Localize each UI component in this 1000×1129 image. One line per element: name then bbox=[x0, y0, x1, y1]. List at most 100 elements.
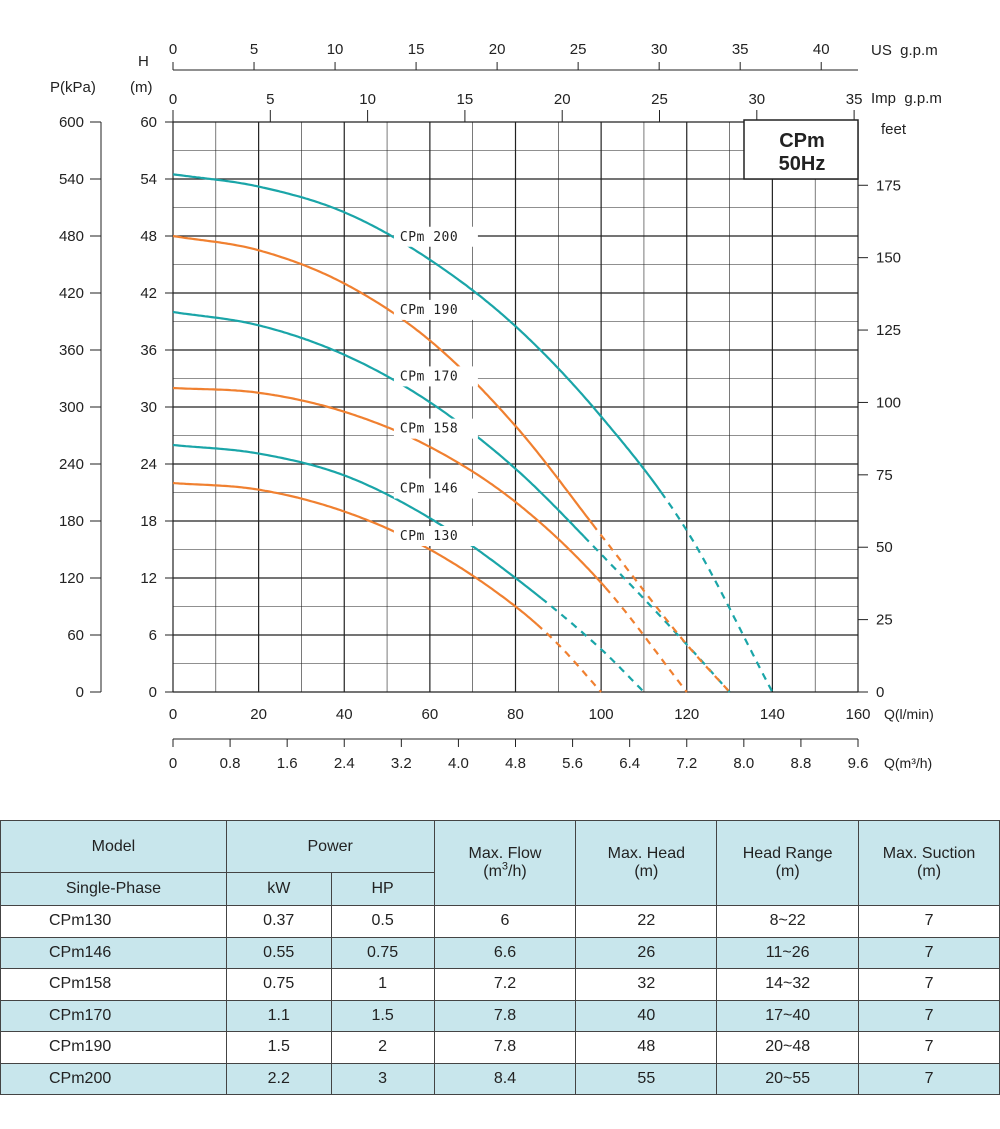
cell-model: CPm190 bbox=[0, 1031, 227, 1064]
cell-flow: 7.8 bbox=[433, 999, 577, 1032]
cell-head: 32 bbox=[575, 968, 718, 1001]
cell-hp: 1.5 bbox=[330, 999, 435, 1032]
chart-title: CPm bbox=[779, 130, 825, 152]
head-tick-label: 24 bbox=[140, 456, 157, 473]
table-row: CPm200 2.2 3 8.4 55 20~55 7 bbox=[0, 1062, 1000, 1095]
header-head-range-label: Head Range bbox=[742, 845, 833, 862]
curve-dashed-cpm158 bbox=[604, 586, 688, 693]
cell-flow: 6 bbox=[433, 905, 577, 938]
cell-suction: 7 bbox=[858, 905, 1000, 938]
curve-label-cpm158: CPm 158 bbox=[400, 422, 458, 437]
feet-tick-label: 25 bbox=[876, 612, 893, 629]
table-row: CPm190 1.5 2 7.8 48 20~48 7 bbox=[0, 1031, 1000, 1064]
head-tick-label: 54 bbox=[140, 171, 157, 188]
imp-gpm-tick-label: 10 bbox=[359, 91, 376, 108]
us-gpm-axis-label: US g.p.m bbox=[871, 42, 938, 59]
curve-label-bg bbox=[393, 226, 478, 247]
flow-lmin-tick-label: 0 bbox=[169, 706, 177, 723]
imp-gpm-tick-label: 30 bbox=[748, 91, 765, 108]
curve-solid-cpm170 bbox=[172, 310, 585, 538]
cell-hp: 0.5 bbox=[330, 905, 435, 938]
pressure-tick-label: 480 bbox=[59, 228, 84, 245]
cell-head: 55 bbox=[575, 1062, 718, 1095]
head-axis-label: H bbox=[138, 53, 149, 70]
feet-tick-label: 50 bbox=[876, 539, 893, 556]
flow-m3h-tick-label: 5.6 bbox=[562, 755, 583, 772]
pressure-tick-label: 600 bbox=[59, 114, 84, 131]
curve-label-cpm190: CPm 190 bbox=[400, 303, 458, 318]
performance-chart: 0612182430364248546006012018024030036042… bbox=[50, 41, 942, 772]
curve-solid-cpm200 bbox=[172, 173, 662, 493]
cell-model: CPm200 bbox=[0, 1062, 227, 1095]
cell-kw: 1.5 bbox=[225, 1031, 332, 1064]
table-row: CPm170 1.1 1.5 7.8 40 17~40 7 bbox=[0, 999, 1000, 1032]
flow-m3h-tick-label: 9.6 bbox=[848, 755, 869, 772]
head-tick-label: 60 bbox=[140, 114, 157, 131]
curve-label-bg bbox=[393, 366, 478, 387]
us-gpm-tick-label: 10 bbox=[327, 41, 344, 58]
us-gpm-tick-label: 30 bbox=[651, 41, 668, 58]
flow-m3h-tick-label: 4.8 bbox=[505, 755, 526, 772]
flow-m3h-tick-label: 3.2 bbox=[391, 755, 412, 772]
cell-head: 22 bbox=[575, 905, 718, 938]
pressure-tick-label: 420 bbox=[59, 285, 84, 302]
flow-m3h-tick-label: 4.0 bbox=[448, 755, 469, 772]
header-max-flow-label: Max. Flow bbox=[468, 845, 542, 862]
curve-solid-cpm158 bbox=[172, 386, 607, 589]
pressure-tick-label: 300 bbox=[59, 399, 84, 416]
flow-lmin-axis-label: Q(l/min) bbox=[884, 706, 934, 722]
us-gpm-tick-label: 40 bbox=[813, 41, 830, 58]
table-header-row: Model Power Max. Flow (m3/h) Max. Head (… bbox=[0, 820, 1000, 906]
flow-m3h-tick-label: 0.8 bbox=[220, 755, 241, 772]
pressure-tick-label: 0 bbox=[76, 684, 84, 701]
cell-head: 26 bbox=[575, 936, 718, 969]
header-max-suction-label: Max. Suction bbox=[882, 845, 976, 862]
header-max-head-unit: (m) bbox=[634, 863, 659, 880]
header-max-flow-unit: (m3/h) bbox=[483, 860, 527, 880]
curve-dashed-cpm200 bbox=[660, 491, 774, 693]
imp-gpm-tick-label: 15 bbox=[457, 91, 474, 108]
header-max-head: Max. Head (m) bbox=[575, 820, 718, 906]
curve-label-cpm146: CPm 146 bbox=[400, 482, 458, 497]
head-tick-label: 0 bbox=[149, 684, 157, 701]
head-tick-label: 48 bbox=[140, 228, 157, 245]
cell-hp: 2 bbox=[330, 1031, 435, 1064]
table-subheader-row: Single-Phase kW HP bbox=[0, 872, 1000, 906]
header-max-flow: Max. Flow (m3/h) bbox=[433, 820, 577, 906]
header-max-suction-unit: (m) bbox=[917, 863, 942, 880]
cell-suction: 7 bbox=[858, 1031, 1000, 1064]
curve-solid-cpm146 bbox=[172, 443, 542, 599]
header-head-range-unit: (m) bbox=[775, 863, 800, 880]
cell-range: 20~55 bbox=[716, 1062, 860, 1095]
feet-tick-label: 100 bbox=[876, 394, 901, 411]
imp-gpm-tick-label: 20 bbox=[554, 91, 571, 108]
cell-kw: 0.37 bbox=[225, 905, 332, 938]
feet-tick-label: 175 bbox=[876, 177, 901, 194]
curve-label-bg bbox=[393, 478, 478, 499]
table-row: CPm158 0.75 1 7.2 32 14~32 7 bbox=[0, 968, 1000, 1001]
cell-hp: 1 bbox=[330, 968, 435, 1001]
header-model: Model bbox=[0, 820, 227, 873]
head-tick-label: 36 bbox=[140, 342, 157, 359]
curve-dashed-cpm190 bbox=[591, 523, 731, 693]
cell-hp: 3 bbox=[330, 1062, 435, 1095]
flow-m3h-tick-label: 1.6 bbox=[277, 755, 298, 772]
feet-axis-label: feet bbox=[881, 121, 907, 138]
flow-m3h-tick-label: 8.0 bbox=[733, 755, 754, 772]
header-head-range: Head Range (m) bbox=[716, 820, 860, 906]
cell-kw: 0.55 bbox=[225, 936, 332, 969]
head-tick-label: 6 bbox=[149, 627, 157, 644]
header-single-phase: Single-Phase bbox=[0, 872, 227, 906]
cell-range: 14~32 bbox=[716, 968, 860, 1001]
cell-kw: 1.1 bbox=[225, 999, 332, 1032]
cell-range: 11~26 bbox=[716, 936, 860, 969]
chart-subtitle: 50Hz bbox=[779, 153, 826, 175]
curve-dashed-cpm146 bbox=[540, 597, 645, 693]
cell-model: CPm170 bbox=[0, 999, 227, 1032]
feet-tick-label: 150 bbox=[876, 250, 901, 267]
cell-model: CPm146 bbox=[0, 936, 227, 969]
head-tick-label: 30 bbox=[140, 399, 157, 416]
cell-flow: 6.6 bbox=[433, 936, 577, 969]
feet-tick-label: 125 bbox=[876, 322, 901, 339]
flow-m3h-tick-label: 7.2 bbox=[676, 755, 697, 772]
